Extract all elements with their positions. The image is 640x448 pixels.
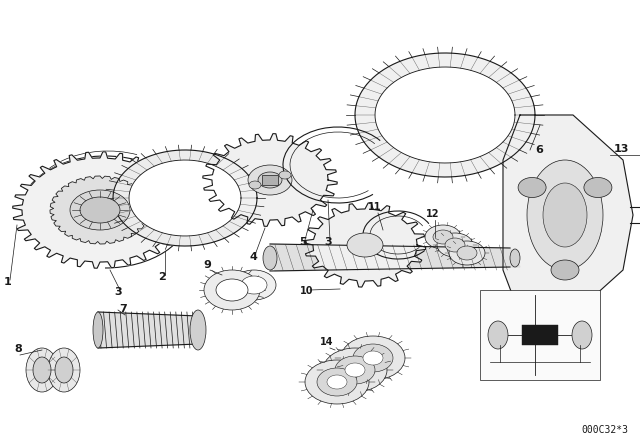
Ellipse shape: [93, 312, 103, 348]
Ellipse shape: [323, 348, 387, 392]
Text: 2: 2: [158, 272, 166, 282]
Ellipse shape: [305, 360, 369, 404]
Ellipse shape: [341, 336, 405, 380]
Text: 3: 3: [114, 287, 122, 297]
Ellipse shape: [327, 375, 347, 389]
Ellipse shape: [216, 279, 248, 301]
Ellipse shape: [190, 310, 206, 350]
Ellipse shape: [449, 241, 485, 265]
Ellipse shape: [572, 321, 592, 349]
Ellipse shape: [204, 270, 260, 310]
Text: 7: 7: [119, 304, 127, 314]
Ellipse shape: [317, 368, 357, 396]
Polygon shape: [129, 160, 241, 236]
Ellipse shape: [279, 171, 291, 179]
Ellipse shape: [510, 249, 520, 267]
Text: 3: 3: [324, 237, 332, 247]
Ellipse shape: [70, 190, 130, 230]
Ellipse shape: [258, 172, 282, 188]
Ellipse shape: [248, 165, 292, 195]
Ellipse shape: [363, 351, 383, 365]
Ellipse shape: [232, 270, 276, 300]
Ellipse shape: [345, 363, 365, 377]
Ellipse shape: [80, 197, 120, 223]
Bar: [522, 325, 558, 345]
Polygon shape: [503, 115, 633, 315]
Text: 5: 5: [299, 237, 307, 247]
Ellipse shape: [263, 246, 277, 270]
Ellipse shape: [457, 246, 477, 260]
Text: 000C32*3: 000C32*3: [581, 425, 628, 435]
Polygon shape: [13, 152, 188, 268]
Text: 13: 13: [614, 144, 629, 154]
Polygon shape: [375, 67, 515, 163]
Ellipse shape: [551, 260, 579, 280]
Ellipse shape: [249, 181, 261, 189]
Ellipse shape: [488, 321, 508, 349]
Text: 8: 8: [14, 344, 22, 354]
Text: 11: 11: [368, 202, 381, 212]
Ellipse shape: [584, 177, 612, 198]
Ellipse shape: [55, 357, 73, 383]
Polygon shape: [355, 53, 535, 177]
Ellipse shape: [445, 238, 465, 252]
Bar: [262, 175, 278, 185]
Ellipse shape: [241, 276, 267, 294]
Ellipse shape: [437, 233, 473, 257]
Polygon shape: [50, 176, 150, 244]
Text: 9: 9: [203, 260, 211, 270]
Polygon shape: [270, 244, 520, 271]
Ellipse shape: [26, 348, 58, 392]
Text: 6: 6: [535, 145, 543, 155]
Text: 1: 1: [4, 277, 12, 287]
Text: 4: 4: [249, 252, 257, 262]
Polygon shape: [203, 134, 337, 226]
Ellipse shape: [48, 348, 80, 392]
Polygon shape: [113, 150, 257, 246]
Text: 12: 12: [426, 209, 440, 219]
Ellipse shape: [543, 183, 587, 247]
Ellipse shape: [347, 233, 383, 257]
Ellipse shape: [527, 160, 603, 270]
Bar: [480, 290, 600, 380]
Text: 14: 14: [320, 337, 333, 347]
Text: 10: 10: [300, 286, 314, 296]
Ellipse shape: [353, 344, 393, 372]
Ellipse shape: [33, 357, 51, 383]
Ellipse shape: [433, 230, 453, 244]
Ellipse shape: [518, 177, 546, 198]
Polygon shape: [304, 203, 426, 287]
Ellipse shape: [425, 225, 461, 249]
Polygon shape: [98, 312, 198, 348]
Ellipse shape: [335, 356, 375, 384]
